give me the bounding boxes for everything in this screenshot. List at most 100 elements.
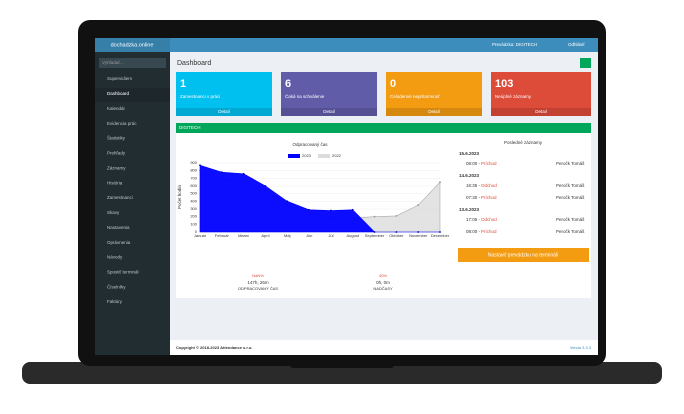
menu-item[interactable]: Nastavenia: [107, 225, 130, 230]
stat-box: [281, 72, 377, 116]
record-type: Príchod: [481, 161, 497, 166]
point: [417, 204, 420, 207]
x-tick-label: August: [347, 233, 360, 238]
point: [351, 208, 354, 211]
record-date: 13.6.2023: [459, 207, 480, 212]
record-time: 08:00 -: [466, 161, 481, 166]
x-tick-label: Jún: [306, 233, 312, 238]
record-time: 16:35 -: [466, 183, 481, 188]
menu-item[interactable]: Dashboard: [107, 91, 130, 96]
panel-header: [176, 123, 591, 133]
record-name: Peročk Tomáš: [556, 195, 585, 200]
point: [439, 181, 441, 184]
x-tick-label: Júl: [328, 233, 333, 238]
chart-title: Odpracovaný čas: [292, 142, 328, 147]
point: [242, 172, 245, 175]
menu-item[interactable]: Skavy: [107, 210, 120, 215]
version: Verzia 3.3.3: [570, 345, 592, 350]
copyright: Copyright © 2018-2023 Attendance s.r.o.: [176, 345, 252, 350]
point: [308, 208, 310, 211]
sidebar: [95, 52, 170, 355]
add-button[interactable]: [580, 58, 591, 68]
x-tick-label: Marec: [238, 233, 249, 238]
record-name: Peročk Tomáš: [556, 217, 585, 222]
x-tick-label: November: [409, 233, 428, 238]
x-tick-label: September: [365, 233, 385, 238]
menu-item[interactable]: Štatistiky: [107, 135, 126, 141]
stat-link: Detail: [535, 109, 547, 114]
x-tick-label: Január: [194, 233, 207, 238]
brand: dochadzka.online: [111, 42, 154, 48]
record-name: Peročk Tomáš: [556, 161, 585, 166]
menu-item[interactable]: Evidencia prác: [107, 121, 137, 126]
y-tick-label: 600: [190, 183, 197, 188]
menu-item[interactable]: Faktúry: [107, 299, 123, 304]
workplace: Prevádzka: DIGITECH: [492, 42, 537, 47]
record-date: 15.6.2023: [459, 151, 480, 156]
legend-swatch: [288, 154, 300, 158]
summary-label: ODPRACOVANÝ ČAS: [238, 286, 278, 291]
brand-bar: [95, 38, 170, 52]
stat-value: 1: [180, 78, 186, 90]
x-tick-label: Apríl: [261, 233, 269, 238]
stat-box: [176, 72, 272, 116]
x-tick-label: December: [431, 233, 450, 238]
x-tick-label: Október: [389, 233, 404, 238]
y-tick-label: 100: [190, 221, 197, 226]
menu-item[interactable]: Spustiť terminál: [107, 269, 138, 274]
x-tick-label: Máj: [284, 233, 291, 238]
y-tick-label: 800: [190, 168, 197, 173]
stat-footer[interactable]: [491, 108, 591, 116]
stat-footer[interactable]: [281, 108, 377, 116]
point: [330, 209, 332, 212]
y-axis-label: Počet hodín: [177, 185, 182, 210]
menu-item[interactable]: Prehľady: [107, 151, 126, 156]
record-time: 17:05 -: [466, 217, 481, 222]
legend-label: 2023: [302, 153, 312, 158]
stat-label: Čaká na schválenie: [285, 93, 325, 99]
menu-item[interactable]: Číselníky: [107, 283, 126, 289]
area: [199, 164, 440, 233]
stat-link: Detail: [218, 109, 230, 114]
y-tick-label: 700: [190, 175, 197, 180]
record-type: Príchod: [481, 229, 497, 234]
active-item: [95, 88, 170, 102]
record-type: Odchod: [481, 183, 497, 188]
point: [395, 215, 398, 217]
record-type: Príchod: [481, 195, 497, 200]
record-date: 14.6.2023: [459, 173, 480, 178]
menu-item[interactable]: Supervidiem: [107, 76, 132, 81]
menu-item[interactable]: História: [107, 180, 123, 185]
menu-item[interactable]: Oprávnenia: [107, 240, 131, 245]
stat-box: [386, 72, 482, 116]
stat-label: Neúplné záznamy: [495, 94, 532, 99]
menu-item[interactable]: Kalendár: [107, 106, 126, 111]
laptop-base: [22, 362, 662, 384]
menu-item[interactable]: Zamestnanci: [107, 195, 133, 200]
y-tick-label: 900: [190, 160, 197, 165]
point: [220, 171, 223, 174]
y-tick-label: 300: [190, 206, 197, 211]
summary-value: 0h, 0m: [376, 280, 390, 285]
terminal-button-label: Nastaviť prevádzku na termináli: [488, 252, 558, 258]
stat-value: 0: [390, 78, 396, 90]
stat-footer[interactable]: [386, 108, 482, 116]
y-tick-label: 200: [190, 214, 197, 219]
stat-footer[interactable]: [176, 108, 272, 116]
y-tick-label: 0: [195, 229, 198, 234]
stat-link: Detail: [323, 109, 335, 114]
point: [373, 215, 376, 218]
y-tick-label: 400: [190, 198, 197, 203]
records-title: Posledné záznamy: [504, 140, 543, 145]
search-box[interactable]: [99, 58, 166, 68]
stat-box: [491, 72, 591, 116]
point: [439, 231, 441, 233]
stat-value: 103: [495, 78, 513, 90]
menu-item[interactable]: Návody: [107, 255, 123, 260]
record-name: Peročk Tomáš: [556, 229, 585, 234]
menu-item[interactable]: Záznamy: [107, 165, 126, 170]
terminal-button[interactable]: [458, 248, 589, 262]
record-time: 08:00 -: [466, 229, 481, 234]
top-bar: [95, 38, 598, 52]
